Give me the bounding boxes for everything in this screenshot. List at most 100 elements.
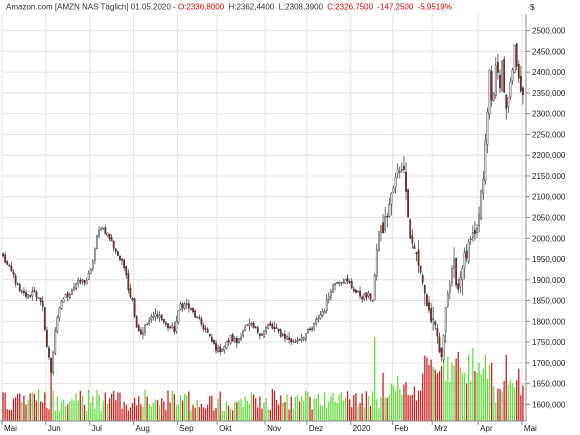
volume-bar — [309, 396, 311, 421]
volume-bar — [317, 393, 319, 421]
candle-body — [267, 323, 270, 329]
candle-body — [108, 234, 111, 240]
volume-bar — [428, 365, 430, 421]
volume-bar — [200, 404, 203, 421]
candle-body — [400, 168, 403, 171]
volume-bar — [25, 404, 27, 421]
candle-body — [246, 324, 249, 326]
candle-body — [275, 327, 278, 329]
candle-body — [183, 303, 186, 310]
currency-label: $ — [530, 3, 535, 12]
candle-body — [348, 281, 351, 283]
volume-bar — [190, 410, 192, 421]
candle-body — [361, 296, 364, 300]
volume-bar — [225, 401, 228, 421]
candle-body — [89, 269, 92, 274]
y-tick-labels: 1600,000 1650,000 1700,000 1750,000 1800,000… — [532, 27, 566, 410]
candle-body — [139, 329, 142, 335]
volume-bar — [229, 408, 232, 421]
volume-bar — [46, 407, 48, 421]
candle-body — [365, 292, 368, 298]
candle-body — [56, 316, 59, 332]
candle-body — [428, 302, 430, 311]
candle-body — [457, 283, 460, 290]
volume-bar — [12, 398, 15, 421]
candle-body — [371, 299, 374, 302]
candle-body — [357, 290, 359, 292]
candle-body — [2, 253, 4, 257]
x-tick-label: Sep — [179, 424, 194, 433]
volume-bar — [209, 396, 211, 421]
candle-body — [104, 227, 107, 235]
candle-body — [81, 279, 84, 282]
volume-bar — [175, 405, 177, 421]
candle-body — [83, 280, 86, 283]
candle-body — [319, 314, 322, 319]
volume-bar — [359, 402, 361, 421]
candle-body — [286, 336, 288, 340]
volume-bar — [378, 408, 380, 421]
volume-bar — [127, 410, 129, 421]
volume-bar — [315, 398, 317, 421]
volume-bar — [432, 367, 434, 421]
volume-bar — [411, 394, 413, 421]
candle-body — [179, 303, 182, 310]
candle-body — [77, 279, 80, 285]
candle-body — [302, 337, 305, 340]
candle-body — [394, 176, 397, 188]
candle-body — [436, 327, 439, 337]
candle-body — [148, 320, 151, 324]
candle-body — [417, 249, 420, 266]
candle-body — [451, 268, 453, 284]
candle-body — [455, 257, 458, 286]
candle-body — [173, 326, 176, 332]
volume-bar — [386, 397, 388, 421]
volume-bar — [39, 401, 42, 421]
volume-bar — [90, 402, 92, 421]
candle-body — [413, 245, 416, 249]
candle-body — [505, 94, 508, 109]
volume-bar — [401, 394, 403, 421]
candle-body — [236, 337, 238, 343]
candle-body — [137, 325, 140, 332]
candle-body — [119, 256, 121, 260]
candle-body — [31, 291, 34, 297]
volume-bar — [311, 409, 313, 421]
volume-bar — [319, 404, 322, 421]
volume-bar — [478, 362, 480, 421]
volume-bar — [14, 397, 17, 421]
volume-bar — [424, 355, 426, 421]
volume-bar — [194, 407, 196, 421]
y-tick-label: 2400,000 — [532, 68, 566, 77]
volume-bar — [248, 403, 251, 421]
volume-bar — [198, 407, 200, 421]
volume-bar — [219, 391, 221, 421]
volume-bar — [307, 392, 309, 421]
candle-body — [471, 232, 474, 238]
candle-body — [261, 334, 263, 336]
volume-bar — [376, 399, 378, 421]
candle-body — [290, 338, 293, 343]
volume-bar — [62, 399, 65, 421]
volume-bar — [102, 400, 104, 421]
volume-bar — [83, 404, 86, 421]
volume-bar — [21, 402, 23, 421]
candle-body — [438, 336, 441, 353]
volume-bar — [415, 400, 418, 421]
volume-bar — [296, 395, 299, 421]
volume-bar — [513, 387, 516, 421]
volume-bar — [282, 402, 284, 421]
volume-bar — [480, 374, 482, 421]
volume-bar — [104, 392, 107, 421]
volume-bar — [252, 394, 255, 421]
volume-bar — [509, 379, 512, 421]
candle-body — [329, 291, 332, 298]
volume-bar — [100, 410, 102, 421]
volume-bar — [259, 396, 261, 421]
candle-body — [73, 287, 75, 290]
volume-bar — [505, 355, 507, 421]
x-tick-label: Okt — [219, 424, 232, 433]
volume-bar — [60, 401, 63, 421]
candle-body — [177, 310, 180, 323]
candle-body — [355, 289, 357, 293]
